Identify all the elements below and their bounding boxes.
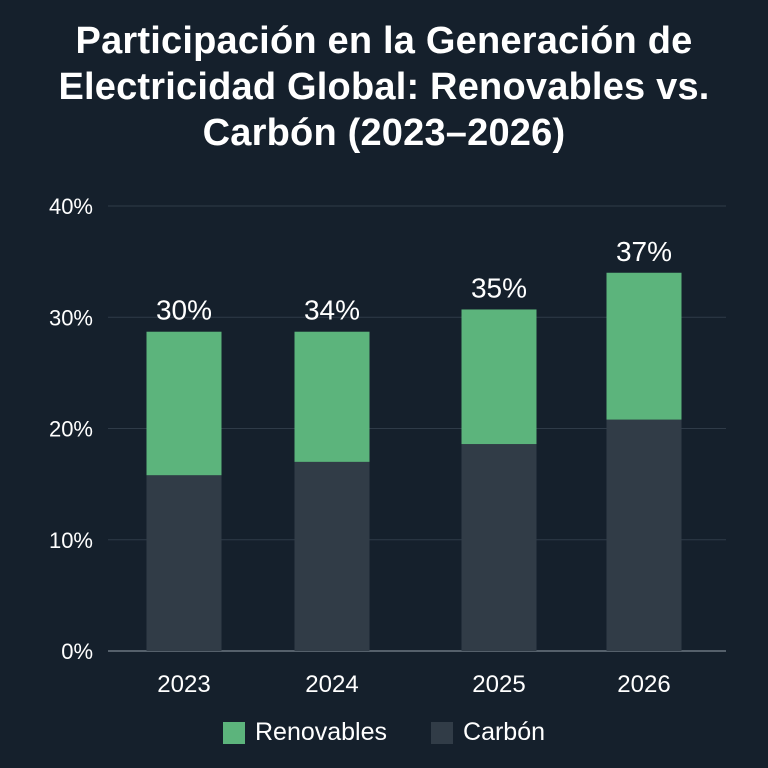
y-axis-ticks: 0% 10% 20% 30% 40% <box>49 194 93 664</box>
y-tick-label-40: 40% <box>49 194 93 219</box>
bar-carbon-2025 <box>461 444 537 651</box>
legend-swatch-renovables <box>222 721 245 744</box>
bar-renovables-2023 <box>146 331 222 476</box>
data-label-2025: 35% <box>471 272 527 303</box>
chart-title-line-3: Carbón (2023–2026) <box>202 112 566 154</box>
legend: Renovables Carbón <box>0 718 768 747</box>
y-tick-label-0: 0% <box>61 639 93 664</box>
data-label-2023: 30% <box>156 295 212 326</box>
bar-renovables-2024 <box>294 331 370 462</box>
chart-title-line-2: Electricidad Global: Renovables vs. <box>58 66 710 108</box>
bar-carbon-2023 <box>146 475 222 651</box>
y-tick-label-20: 20% <box>49 417 93 442</box>
legend-swatch-carbon <box>431 721 454 744</box>
x-axis-labels: 2023 2024 2025 2026 <box>157 671 670 698</box>
data-label-2026: 37% <box>616 236 672 267</box>
y-tick-label-30: 30% <box>49 305 93 330</box>
legend-item-renovables: Renovables <box>222 718 388 747</box>
legend-label-carbon: Carbón <box>463 718 546 746</box>
chart-title-line-1: Participación en la Generación de <box>75 20 693 62</box>
y-tick-label-10: 10% <box>49 528 93 553</box>
bar-carbon-2026 <box>606 419 682 651</box>
bar-renovables-2025 <box>461 309 537 445</box>
legend-item-carbon: Carbón <box>431 718 545 747</box>
bar-carbon-2024 <box>294 461 370 651</box>
data-label-2024: 34% <box>304 295 360 326</box>
x-tick-label-2025: 2025 <box>472 671 525 698</box>
bar-renovables-2026 <box>606 272 682 420</box>
x-tick-label-2023: 2023 <box>157 671 210 698</box>
chart-title: Participación en la Generación de Electr… <box>0 18 768 156</box>
data-labels: 30% 34% 35% 37% <box>156 236 672 326</box>
legend-label-renovables: Renovables <box>254 718 388 746</box>
x-tick-label-2024: 2024 <box>305 671 358 698</box>
x-tick-label-2026: 2026 <box>617 671 670 698</box>
bars <box>146 272 682 651</box>
